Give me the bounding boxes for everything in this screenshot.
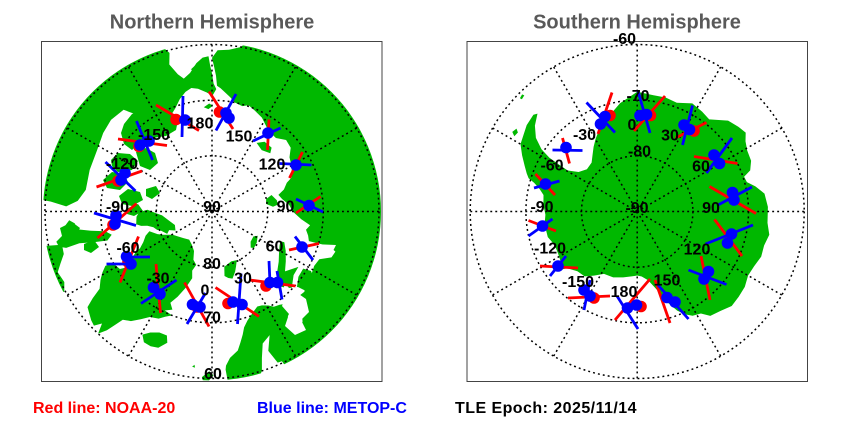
svg-text:180: 180 bbox=[187, 115, 214, 132]
svg-text:-90: -90 bbox=[106, 199, 129, 216]
svg-text:Red line: NOAA-20: Red line: NOAA-20 bbox=[33, 400, 175, 417]
svg-text:-80: -80 bbox=[628, 143, 651, 160]
svg-text:-70: -70 bbox=[626, 88, 649, 105]
svg-text:30: 30 bbox=[661, 127, 679, 144]
svg-text:-150: -150 bbox=[138, 127, 170, 144]
svg-text:-60: -60 bbox=[613, 31, 636, 48]
svg-text:-90: -90 bbox=[530, 199, 553, 216]
svg-text:30: 30 bbox=[234, 270, 252, 287]
svg-text:90: 90 bbox=[203, 199, 221, 216]
svg-text:60: 60 bbox=[266, 238, 284, 255]
svg-text:70: 70 bbox=[203, 309, 221, 326]
svg-text:150: 150 bbox=[226, 128, 253, 145]
svg-text:60: 60 bbox=[692, 158, 710, 175]
svg-text:120: 120 bbox=[684, 241, 711, 258]
svg-text:-120: -120 bbox=[534, 240, 566, 257]
svg-text:-60: -60 bbox=[540, 157, 563, 174]
svg-text:Southern Hemisphere: Southern Hemisphere bbox=[533, 12, 741, 34]
svg-text:-30: -30 bbox=[573, 127, 596, 144]
svg-text:60: 60 bbox=[204, 366, 222, 383]
svg-text:TLE Epoch: 2025/11/14: TLE Epoch: 2025/11/14 bbox=[455, 400, 637, 417]
svg-text:Blue line: METOP-C: Blue line: METOP-C bbox=[257, 400, 407, 417]
svg-text:-90: -90 bbox=[625, 200, 648, 217]
svg-text:120: 120 bbox=[259, 156, 286, 173]
svg-text:180: 180 bbox=[611, 284, 638, 301]
svg-text:0: 0 bbox=[201, 282, 210, 299]
svg-text:90: 90 bbox=[702, 200, 720, 217]
svg-text:90: 90 bbox=[277, 198, 295, 215]
svg-text:-60: -60 bbox=[116, 240, 139, 257]
svg-text:150: 150 bbox=[654, 272, 681, 289]
svg-text:80: 80 bbox=[203, 256, 221, 273]
svg-text:0: 0 bbox=[628, 117, 637, 134]
svg-text:-30: -30 bbox=[146, 270, 169, 287]
svg-text:-120: -120 bbox=[106, 156, 138, 173]
svg-text:-150: -150 bbox=[562, 274, 594, 291]
svg-text:Northern Hemisphere: Northern Hemisphere bbox=[110, 12, 315, 34]
